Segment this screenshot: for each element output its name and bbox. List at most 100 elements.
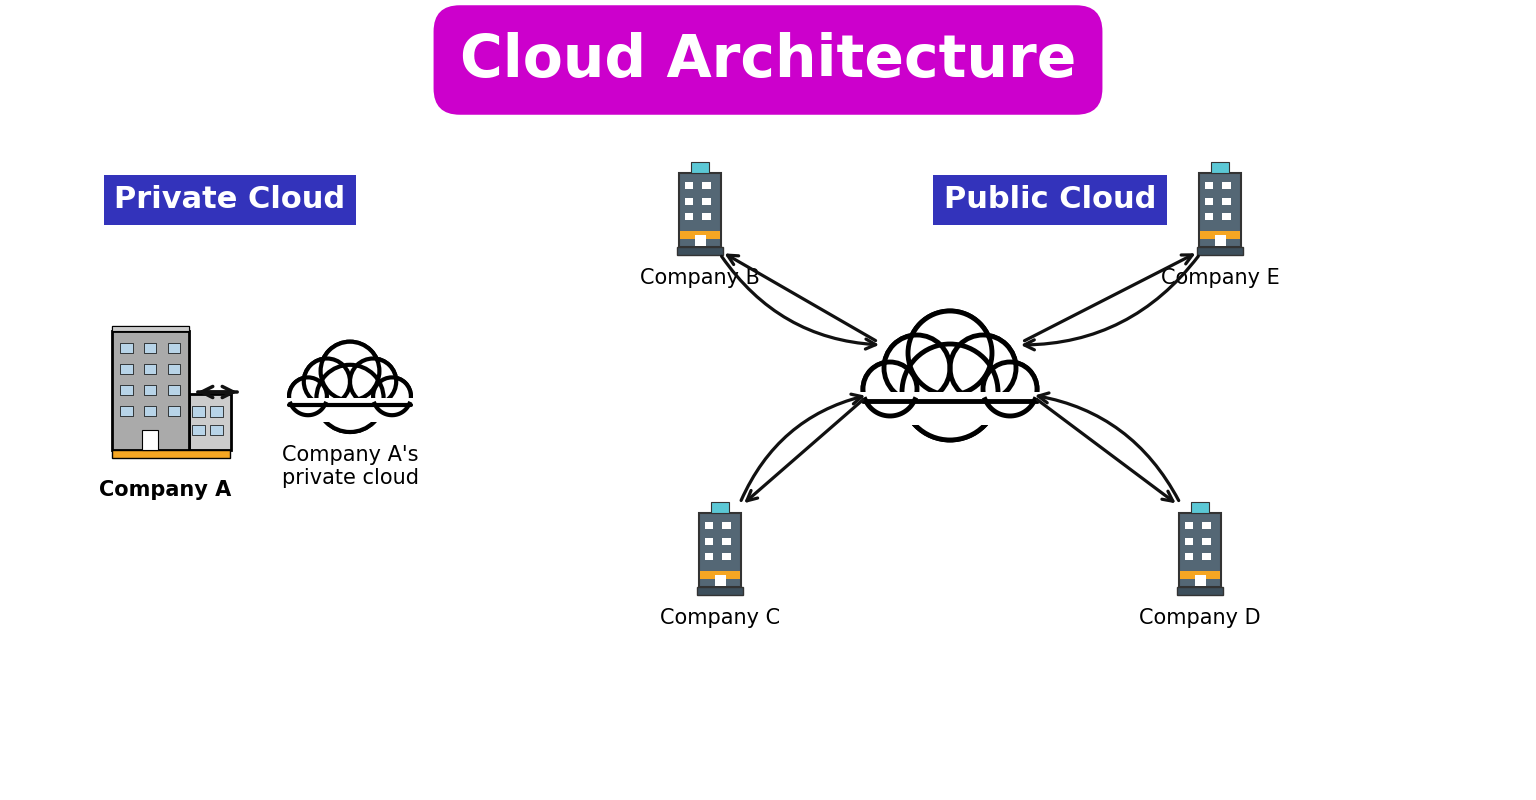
FancyBboxPatch shape: [699, 513, 740, 587]
FancyBboxPatch shape: [1204, 198, 1213, 205]
FancyBboxPatch shape: [120, 385, 132, 395]
FancyBboxPatch shape: [289, 390, 412, 407]
Circle shape: [983, 362, 1037, 416]
Circle shape: [951, 335, 1015, 401]
FancyBboxPatch shape: [1212, 162, 1229, 173]
FancyBboxPatch shape: [700, 571, 740, 578]
Circle shape: [316, 365, 384, 432]
FancyBboxPatch shape: [1200, 231, 1240, 238]
FancyBboxPatch shape: [1180, 571, 1220, 578]
Text: Cloud Architecture: Cloud Architecture: [459, 31, 1077, 89]
FancyBboxPatch shape: [680, 231, 720, 238]
FancyBboxPatch shape: [1177, 587, 1223, 595]
Circle shape: [350, 358, 396, 405]
Circle shape: [316, 365, 384, 432]
Circle shape: [908, 311, 992, 395]
FancyBboxPatch shape: [112, 326, 189, 330]
FancyBboxPatch shape: [189, 394, 230, 450]
Circle shape: [304, 358, 350, 405]
FancyBboxPatch shape: [697, 587, 743, 595]
FancyBboxPatch shape: [863, 380, 1037, 404]
Circle shape: [289, 378, 327, 415]
FancyBboxPatch shape: [711, 502, 728, 513]
FancyBboxPatch shape: [702, 182, 711, 190]
FancyBboxPatch shape: [120, 342, 132, 354]
FancyBboxPatch shape: [1203, 522, 1210, 530]
FancyBboxPatch shape: [144, 342, 157, 354]
FancyBboxPatch shape: [1215, 235, 1226, 246]
Text: Company D: Company D: [1140, 608, 1261, 628]
FancyBboxPatch shape: [691, 162, 708, 173]
FancyBboxPatch shape: [120, 406, 132, 416]
Circle shape: [863, 362, 917, 416]
FancyBboxPatch shape: [1192, 502, 1209, 513]
FancyBboxPatch shape: [705, 538, 713, 545]
FancyBboxPatch shape: [677, 247, 723, 255]
FancyBboxPatch shape: [1197, 247, 1243, 255]
Circle shape: [908, 311, 992, 394]
FancyBboxPatch shape: [141, 430, 158, 450]
FancyBboxPatch shape: [722, 538, 731, 545]
FancyBboxPatch shape: [210, 425, 223, 435]
FancyBboxPatch shape: [144, 406, 157, 416]
FancyBboxPatch shape: [192, 406, 204, 417]
Text: Private Cloud: Private Cloud: [115, 186, 346, 214]
Text: Company A's
private cloud: Company A's private cloud: [281, 445, 418, 488]
Circle shape: [350, 358, 396, 405]
FancyBboxPatch shape: [287, 398, 413, 422]
Circle shape: [863, 362, 917, 416]
FancyBboxPatch shape: [112, 326, 189, 330]
FancyBboxPatch shape: [1180, 513, 1221, 587]
FancyBboxPatch shape: [144, 385, 157, 395]
FancyBboxPatch shape: [210, 406, 223, 417]
FancyBboxPatch shape: [705, 553, 713, 560]
Circle shape: [885, 335, 949, 401]
Circle shape: [949, 335, 1015, 401]
Text: Public Cloud: Public Cloud: [863, 403, 1037, 427]
FancyBboxPatch shape: [685, 182, 693, 190]
FancyBboxPatch shape: [694, 235, 705, 246]
Text: Company E: Company E: [1161, 268, 1279, 288]
Circle shape: [902, 344, 998, 440]
FancyBboxPatch shape: [192, 425, 204, 435]
FancyBboxPatch shape: [685, 213, 693, 220]
FancyBboxPatch shape: [112, 450, 230, 458]
FancyBboxPatch shape: [1184, 522, 1193, 530]
FancyBboxPatch shape: [1204, 213, 1213, 220]
Text: Public Cloud: Public Cloud: [943, 186, 1157, 214]
Circle shape: [902, 344, 998, 440]
FancyBboxPatch shape: [702, 213, 711, 220]
FancyBboxPatch shape: [685, 198, 693, 205]
FancyBboxPatch shape: [705, 522, 713, 530]
FancyBboxPatch shape: [167, 385, 180, 395]
Circle shape: [321, 342, 379, 400]
Text: Company B: Company B: [641, 268, 760, 288]
FancyBboxPatch shape: [1223, 182, 1230, 190]
FancyBboxPatch shape: [167, 342, 180, 354]
FancyBboxPatch shape: [167, 364, 180, 374]
FancyBboxPatch shape: [1203, 553, 1210, 560]
FancyBboxPatch shape: [112, 330, 189, 450]
FancyBboxPatch shape: [1184, 538, 1193, 545]
FancyBboxPatch shape: [1184, 553, 1193, 560]
FancyBboxPatch shape: [144, 364, 157, 374]
FancyBboxPatch shape: [167, 406, 180, 416]
Circle shape: [885, 335, 949, 401]
FancyBboxPatch shape: [1223, 213, 1230, 220]
FancyBboxPatch shape: [679, 173, 720, 247]
Text: Company A: Company A: [98, 480, 230, 500]
FancyBboxPatch shape: [860, 392, 1040, 425]
FancyBboxPatch shape: [722, 553, 731, 560]
FancyBboxPatch shape: [1200, 173, 1241, 247]
FancyBboxPatch shape: [1223, 198, 1230, 205]
Circle shape: [373, 378, 410, 415]
Circle shape: [983, 362, 1037, 416]
FancyBboxPatch shape: [1204, 182, 1213, 190]
Text: Company C: Company C: [660, 608, 780, 628]
FancyBboxPatch shape: [120, 364, 132, 374]
FancyBboxPatch shape: [722, 522, 731, 530]
Circle shape: [289, 378, 327, 415]
Circle shape: [321, 342, 379, 401]
FancyBboxPatch shape: [714, 575, 725, 586]
FancyBboxPatch shape: [112, 326, 189, 330]
